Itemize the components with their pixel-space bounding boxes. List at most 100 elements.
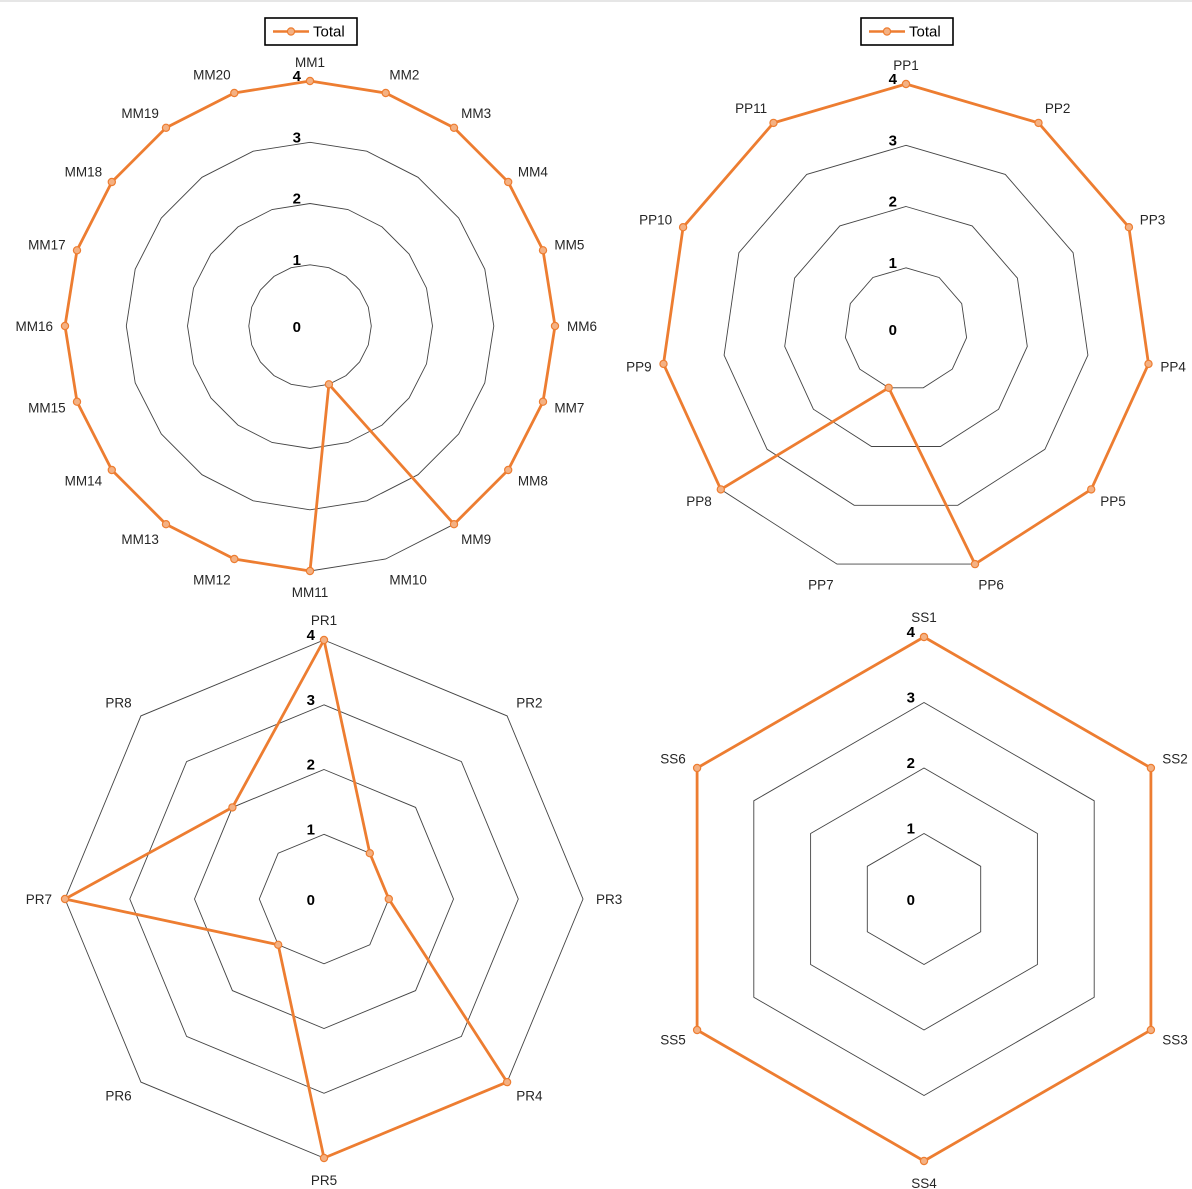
data-point — [319, 635, 329, 645]
data-point — [659, 359, 668, 369]
data-point — [161, 123, 171, 133]
category-label: PP5 — [1100, 494, 1126, 509]
category-label: SS6 — [660, 752, 686, 767]
grid-ring-3 — [753, 701, 1095, 1097]
tick-label: 2 — [293, 191, 301, 208]
legend-swatch-marker — [882, 27, 892, 36]
data-point — [692, 763, 702, 773]
tick-label: 3 — [307, 692, 315, 709]
tick-label: 3 — [293, 129, 301, 146]
category-label: PR6 — [105, 1089, 131, 1104]
data-point — [274, 940, 283, 950]
data-point — [502, 1077, 512, 1087]
data-point — [884, 383, 893, 392]
data-point — [1144, 359, 1153, 369]
data-point — [449, 520, 459, 529]
tick-label: 3 — [889, 132, 897, 149]
legend: Total — [860, 17, 954, 46]
data-point — [504, 465, 513, 475]
tick-label: 2 — [889, 194, 897, 211]
category-label: PP1 — [893, 58, 919, 73]
category-label: MM15 — [28, 400, 66, 415]
data-point — [72, 246, 82, 255]
category-label: MM13 — [121, 532, 159, 547]
category-label: PP11 — [735, 101, 767, 116]
tick-label: 0 — [307, 892, 315, 909]
legend: Total — [264, 17, 358, 46]
series-line — [63, 79, 557, 573]
data-point — [1086, 485, 1096, 494]
tick-label: 4 — [889, 71, 898, 88]
data-point — [72, 397, 82, 406]
data-point — [107, 465, 117, 475]
category-label: PR4 — [516, 1089, 543, 1104]
grid-ring-4 — [696, 636, 1152, 1162]
data-point — [716, 485, 726, 494]
grid-ring-1 — [866, 832, 982, 966]
category-label: PP7 — [808, 578, 834, 593]
legend-swatch-marker — [286, 27, 296, 36]
category-label: MM20 — [193, 68, 231, 83]
grid-ring-2 — [187, 203, 433, 449]
data-point — [228, 803, 237, 812]
grid-ring-3 — [723, 144, 1089, 506]
category-label: PP10 — [639, 213, 672, 228]
data-point — [384, 894, 393, 904]
data-point — [230, 88, 239, 98]
grid-ring-2 — [784, 206, 1028, 447]
category-label: MM12 — [193, 572, 231, 587]
category-label: SS5 — [660, 1033, 686, 1048]
grid-ring-1 — [248, 264, 372, 388]
category-label: MM10 — [389, 572, 427, 587]
data-point — [324, 380, 334, 389]
data-point — [919, 1156, 929, 1166]
category-label: MM3 — [461, 106, 491, 121]
category-label: PR7 — [26, 892, 52, 907]
category-label: MM4 — [518, 164, 548, 179]
category-label: MM18 — [65, 164, 103, 179]
tick-label: 4 — [307, 627, 316, 644]
category-label: SS4 — [911, 1176, 937, 1189]
grid-ring-2 — [810, 767, 1038, 1031]
grid-ring-1 — [844, 267, 968, 389]
data-point — [504, 177, 513, 187]
tick-label: 1 — [889, 255, 897, 272]
data-point — [970, 559, 980, 569]
category-label: SS3 — [1162, 1033, 1188, 1048]
tick-label: 1 — [907, 821, 915, 838]
category-label: PP3 — [1140, 213, 1166, 228]
category-label: PR2 — [516, 695, 542, 710]
category-label: PR8 — [105, 695, 131, 710]
data-point — [1146, 1025, 1156, 1035]
series-line — [63, 638, 509, 1160]
category-label: MM6 — [567, 319, 597, 334]
data-point — [901, 79, 911, 89]
category-label: MM19 — [121, 106, 159, 121]
category-label: MM7 — [554, 400, 584, 415]
tick-label: 4 — [907, 624, 916, 641]
data-point — [305, 566, 315, 576]
category-label: MM11 — [292, 585, 329, 600]
tick-label: 0 — [907, 892, 915, 909]
data-point — [1034, 118, 1043, 128]
category-label: MM8 — [518, 474, 548, 489]
category-label: PP8 — [686, 494, 712, 509]
series-line — [662, 82, 1150, 566]
data-point — [692, 1025, 702, 1035]
grid-ring-3 — [125, 141, 495, 511]
data-point — [60, 894, 70, 904]
category-label: MM5 — [554, 238, 584, 253]
data-point — [769, 118, 778, 128]
data-point — [550, 321, 560, 331]
data-point — [538, 397, 548, 406]
data-point — [1124, 222, 1134, 232]
category-label: PR1 — [311, 613, 337, 628]
grid-ring-4 — [663, 83, 1149, 565]
category-label: MM14 — [65, 474, 103, 489]
category-label: PP2 — [1045, 101, 1071, 116]
